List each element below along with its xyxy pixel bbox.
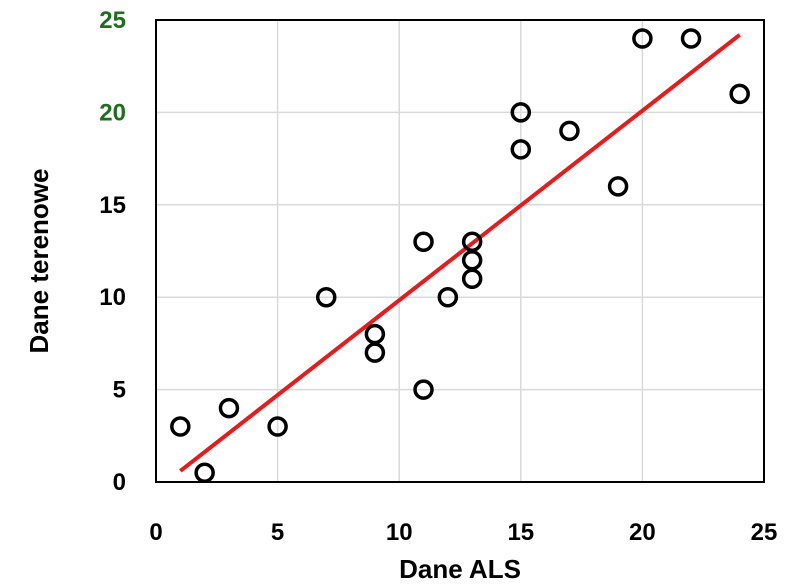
data-point: [364, 342, 386, 363]
y-tick-label: 15: [99, 192, 126, 219]
data-point: [729, 83, 750, 105]
x-tick-label: 0: [149, 519, 162, 546]
data-point: [170, 416, 191, 437]
data-point: [218, 397, 240, 419]
y-axis-tick-labels: 0 5 10 15 20 25: [99, 7, 126, 496]
data-point: [510, 102, 532, 123]
x-tick-label: 10: [386, 519, 413, 546]
y-axis-title: Dane terenowe: [24, 169, 54, 354]
trendline: [179, 33, 741, 473]
data-point: [607, 176, 629, 197]
data-point: [461, 268, 483, 289]
trendline-layer: [179, 33, 741, 473]
y-tick-label: 10: [99, 284, 126, 311]
data-point: [680, 28, 702, 49]
data-point: [510, 139, 532, 160]
y-tick-label: 25: [99, 7, 126, 34]
y-tick-label: 20: [99, 99, 126, 126]
y-tick-label: 5: [113, 377, 126, 404]
x-axis-tick-labels: 0 5 10 15 20 25: [149, 519, 777, 546]
x-tick-label: 15: [507, 519, 534, 546]
data-point: [559, 120, 580, 142]
data-point: [364, 323, 386, 345]
data-points: [170, 28, 750, 484]
data-point: [413, 231, 434, 253]
data-point: [461, 249, 483, 271]
grid-lines: [156, 20, 764, 482]
x-tick-label: 5: [271, 519, 284, 546]
data-point: [413, 379, 434, 400]
x-tick-label: 20: [629, 519, 656, 546]
data-point: [267, 416, 288, 437]
data-point: [632, 28, 653, 49]
y-tick-label: 0: [113, 469, 126, 496]
data-point: [437, 286, 459, 308]
plot-area-border: [155, 19, 765, 483]
x-tick-label: 25: [751, 519, 778, 546]
data-point: [315, 286, 337, 308]
x-axis-title: Dane ALS: [399, 554, 521, 584]
data-point: [194, 462, 215, 484]
